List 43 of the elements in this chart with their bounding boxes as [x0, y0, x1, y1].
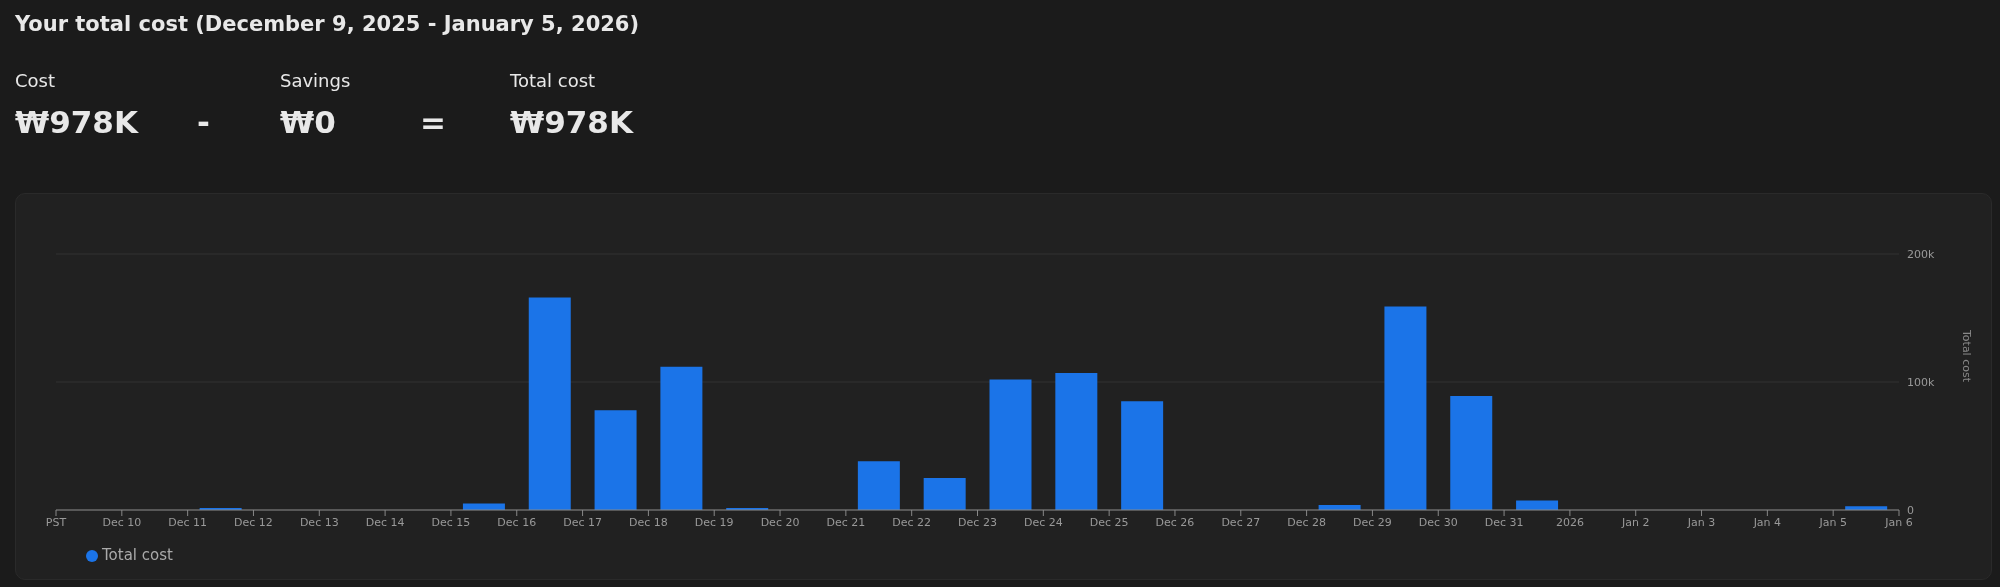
- x-tick-label: Dec 30: [1418, 515, 1458, 529]
- text: ₩978K: [15, 104, 138, 140]
- text: =: [420, 104, 446, 140]
- chart-title: Your total cost (December 9, 2025 - January 5, 2026): [15, 12, 640, 36]
- text: -: [197, 104, 210, 140]
- x-tick-label: Dec 14: [365, 515, 405, 529]
- x-tick-label: 2026: [1555, 515, 1584, 529]
- x-tick-label: Dec 15: [431, 515, 471, 529]
- text: Cost: [15, 70, 56, 91]
- x-tick-label: Dec 10: [102, 515, 142, 529]
- legend-label: Total cost: [102, 546, 173, 564]
- y-tick-label: 0: [1907, 503, 1914, 517]
- x-tick-label: Jan 2: [1620, 515, 1650, 529]
- x-tick-label: Dec 19: [694, 515, 734, 529]
- x-tick-label: Dec 29: [1353, 515, 1392, 529]
- text: Savings: [280, 70, 351, 91]
- x-tick-label: Jan 6: [1884, 515, 1913, 529]
- x-tick-label: Dec 22: [892, 515, 932, 529]
- y-axis-title: Total cost: [1960, 328, 1974, 383]
- x-tick-label: PST: [45, 515, 67, 529]
- text: Total cost: [510, 70, 596, 91]
- text: ₩978K: [510, 104, 633, 140]
- y-tick-label: 200k: [1907, 247, 1935, 261]
- x-tick-label: Dec 24: [1023, 515, 1063, 529]
- x-tick-label: Dec 18: [629, 515, 668, 529]
- x-tick-label: Dec 26: [1155, 515, 1195, 529]
- x-tick-label: Dec 27: [1221, 515, 1261, 529]
- x-tick-label: Dec 25: [1089, 515, 1129, 529]
- x-tick-label: Dec 20: [760, 515, 800, 529]
- x-tick-label: Dec 16: [497, 515, 537, 529]
- x-tick-label: Jan 4: [1752, 515, 1782, 529]
- x-tick-label: Dec 11: [168, 515, 208, 529]
- x-tick-label: Dec 31: [1484, 515, 1524, 529]
- y-tick-label: 100k: [1907, 375, 1935, 389]
- x-tick-label: Jan 3: [1686, 515, 1716, 529]
- x-tick-label: Dec 13: [299, 515, 339, 529]
- x-tick-label: Dec 28: [1287, 515, 1326, 529]
- x-tick-label: Dec 21: [826, 515, 866, 529]
- x-tick-label: Jan 5: [1818, 515, 1847, 529]
- x-tick-label: Dec 17: [563, 515, 602, 529]
- x-tick-label: Dec 12: [234, 515, 273, 529]
- x-tick-label: Dec 23: [958, 515, 997, 529]
- text: ₩0: [280, 104, 336, 140]
